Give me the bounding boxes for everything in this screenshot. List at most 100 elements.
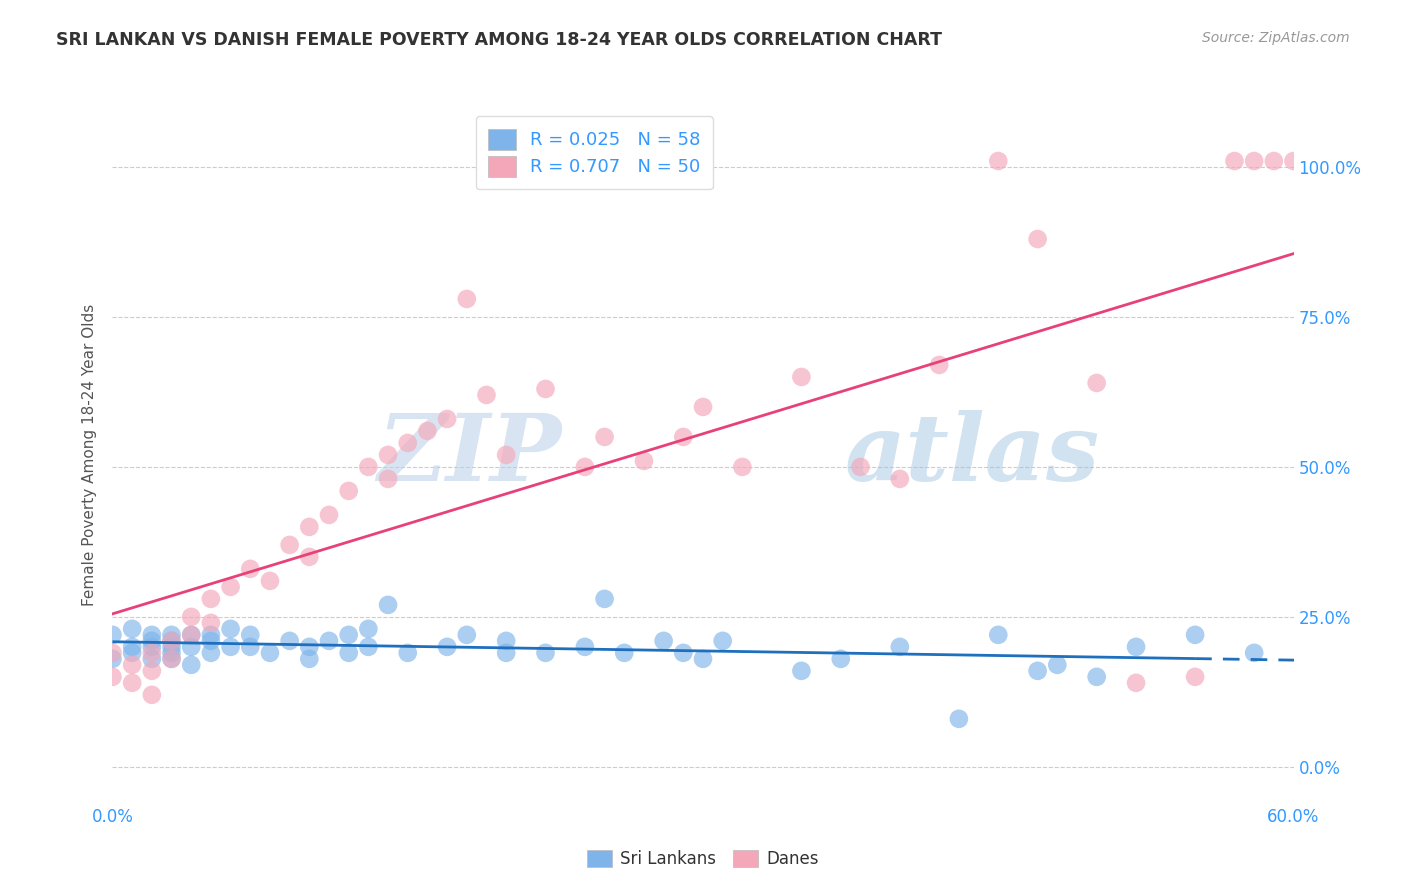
Point bbox=[239, 640, 262, 654]
Point bbox=[830, 652, 852, 666]
Point bbox=[1085, 670, 1108, 684]
Point bbox=[121, 657, 143, 672]
Point bbox=[1085, 376, 1108, 390]
Point bbox=[121, 646, 143, 660]
Point bbox=[534, 382, 557, 396]
Text: atlas: atlas bbox=[845, 410, 1099, 500]
Point bbox=[160, 652, 183, 666]
Point bbox=[849, 459, 872, 474]
Point bbox=[318, 508, 340, 522]
Point bbox=[141, 646, 163, 660]
Point bbox=[200, 628, 222, 642]
Point bbox=[948, 712, 970, 726]
Point bbox=[180, 628, 202, 642]
Point bbox=[574, 640, 596, 654]
Point bbox=[278, 633, 301, 648]
Point bbox=[436, 640, 458, 654]
Point bbox=[396, 646, 419, 660]
Y-axis label: Female Poverty Among 18-24 Year Olds: Female Poverty Among 18-24 Year Olds bbox=[82, 304, 97, 606]
Point bbox=[593, 591, 616, 606]
Point bbox=[298, 520, 321, 534]
Point bbox=[239, 628, 262, 642]
Point bbox=[259, 574, 281, 588]
Point bbox=[396, 436, 419, 450]
Point bbox=[180, 640, 202, 654]
Point bbox=[200, 633, 222, 648]
Point bbox=[534, 646, 557, 660]
Point bbox=[101, 652, 124, 666]
Point bbox=[121, 622, 143, 636]
Point bbox=[692, 400, 714, 414]
Point bbox=[337, 483, 360, 498]
Point bbox=[101, 628, 124, 642]
Point bbox=[495, 448, 517, 462]
Point bbox=[180, 610, 202, 624]
Point bbox=[1026, 232, 1049, 246]
Point bbox=[141, 633, 163, 648]
Point bbox=[731, 459, 754, 474]
Point bbox=[987, 154, 1010, 169]
Point bbox=[298, 640, 321, 654]
Point bbox=[377, 448, 399, 462]
Point bbox=[1243, 646, 1265, 660]
Point bbox=[1263, 154, 1285, 169]
Point bbox=[239, 562, 262, 576]
Point bbox=[200, 591, 222, 606]
Point bbox=[711, 633, 734, 648]
Point bbox=[160, 652, 183, 666]
Point bbox=[1125, 676, 1147, 690]
Point bbox=[1046, 657, 1069, 672]
Point bbox=[141, 652, 163, 666]
Point bbox=[1026, 664, 1049, 678]
Point bbox=[377, 472, 399, 486]
Point bbox=[1184, 670, 1206, 684]
Point bbox=[278, 538, 301, 552]
Point bbox=[180, 628, 202, 642]
Point bbox=[219, 622, 242, 636]
Point bbox=[141, 640, 163, 654]
Point bbox=[160, 640, 183, 654]
Point bbox=[337, 628, 360, 642]
Point bbox=[574, 459, 596, 474]
Point bbox=[101, 670, 124, 684]
Point bbox=[141, 628, 163, 642]
Point bbox=[160, 633, 183, 648]
Point bbox=[1184, 628, 1206, 642]
Point bbox=[298, 549, 321, 564]
Point bbox=[633, 454, 655, 468]
Point bbox=[298, 652, 321, 666]
Point bbox=[987, 628, 1010, 642]
Point bbox=[456, 628, 478, 642]
Point bbox=[495, 646, 517, 660]
Point bbox=[357, 640, 380, 654]
Point bbox=[692, 652, 714, 666]
Point bbox=[790, 370, 813, 384]
Legend: R = 0.025   N = 58, R = 0.707   N = 50: R = 0.025 N = 58, R = 0.707 N = 50 bbox=[475, 116, 713, 189]
Point bbox=[1243, 154, 1265, 169]
Point bbox=[456, 292, 478, 306]
Legend: Sri Lankans, Danes: Sri Lankans, Danes bbox=[581, 843, 825, 875]
Text: SRI LANKAN VS DANISH FEMALE POVERTY AMONG 18-24 YEAR OLDS CORRELATION CHART: SRI LANKAN VS DANISH FEMALE POVERTY AMON… bbox=[56, 31, 942, 49]
Point bbox=[672, 430, 695, 444]
Point bbox=[141, 664, 163, 678]
Point bbox=[160, 646, 183, 660]
Point bbox=[200, 615, 222, 630]
Point bbox=[121, 640, 143, 654]
Point bbox=[889, 472, 911, 486]
Point bbox=[1125, 640, 1147, 654]
Text: Source: ZipAtlas.com: Source: ZipAtlas.com bbox=[1202, 31, 1350, 45]
Point bbox=[672, 646, 695, 660]
Point bbox=[475, 388, 498, 402]
Point bbox=[377, 598, 399, 612]
Point bbox=[495, 633, 517, 648]
Point bbox=[101, 646, 124, 660]
Point bbox=[1282, 154, 1305, 169]
Point bbox=[613, 646, 636, 660]
Point bbox=[652, 633, 675, 648]
Point bbox=[790, 664, 813, 678]
Point bbox=[180, 657, 202, 672]
Point bbox=[593, 430, 616, 444]
Text: ZIP: ZIP bbox=[377, 410, 561, 500]
Point bbox=[259, 646, 281, 660]
Point bbox=[416, 424, 439, 438]
